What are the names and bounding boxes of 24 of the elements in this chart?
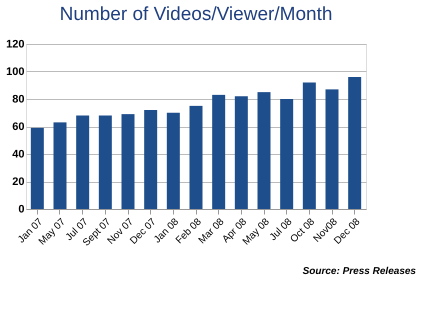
source-note: Source: Press Releases xyxy=(302,266,416,277)
y-tick-label: 0 xyxy=(18,204,24,216)
bar xyxy=(144,110,158,209)
bar xyxy=(348,77,362,209)
bar xyxy=(302,82,316,209)
bar xyxy=(190,106,202,209)
y-tick-label: 20 xyxy=(12,176,24,188)
bar xyxy=(326,89,338,209)
bar xyxy=(76,116,90,209)
bar xyxy=(122,114,134,209)
y-tick-label: 80 xyxy=(12,94,24,106)
bar xyxy=(54,122,66,209)
bar xyxy=(30,128,44,209)
bar xyxy=(98,116,112,209)
y-tick-label: 40 xyxy=(12,148,24,160)
y-tick-label: 60 xyxy=(12,121,24,133)
bar xyxy=(280,99,294,209)
bar xyxy=(234,96,248,209)
bar xyxy=(166,112,180,209)
bar xyxy=(212,94,226,209)
y-tick-label: 120 xyxy=(6,38,24,50)
bar xyxy=(258,92,270,209)
y-tick-label: 100 xyxy=(6,66,24,78)
chart-title: Number of Videos/Viewer/Month xyxy=(60,4,332,25)
